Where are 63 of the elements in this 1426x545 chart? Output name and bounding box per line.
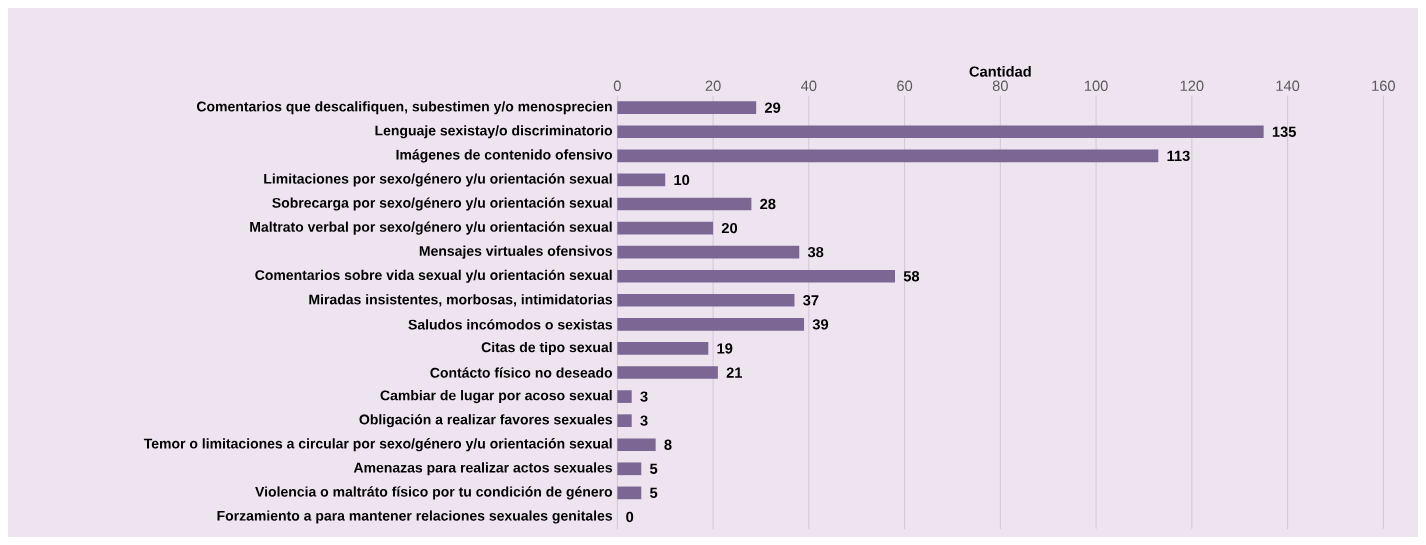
y-tick-label: Limitaciones por sexo/género y/u orientación sexual: [264, 173, 612, 187]
bar: [617, 101, 757, 115]
x-tick-label: 100: [1084, 80, 1108, 91]
data-label: 21: [726, 367, 743, 378]
y-tick-label: Comentarios que descalifiquen, subestimen y/o menosprecien: [196, 101, 612, 115]
data-label: 39: [812, 319, 829, 330]
y-tick-label: Citas de tipo sexual: [481, 341, 612, 355]
x-tick-label: 0: [613, 80, 621, 91]
x-tick-label: 80: [992, 80, 1008, 91]
data-label: 20: [721, 222, 738, 234]
bar: [617, 486, 642, 500]
bar: [617, 390, 632, 403]
y-tick-label: Mensajes virtuales ofensivos: [419, 245, 613, 259]
bar: [617, 149, 1159, 163]
y-tick-label: Maltrato verbal por sexo/género y/u orientación sexual: [250, 221, 612, 235]
x-tick-label: 160: [1372, 80, 1395, 91]
bar: [617, 293, 795, 307]
y-tick-label: Amenazas para realizar actos sexuales: [353, 462, 613, 476]
data-label: 37: [803, 295, 819, 306]
data-label: 113: [1167, 150, 1190, 162]
data-label: 28: [760, 198, 776, 210]
x-tick-label: 60: [897, 80, 913, 91]
data-label: 135: [1272, 126, 1296, 137]
y-tick-label: Lenguaje sexistay/o discriminatorio: [375, 125, 613, 139]
bar: [617, 438, 656, 452]
x-tick-label: 120: [1180, 80, 1204, 91]
y-tick-label: Miradas insistentes, morbosas, intimidatorias: [309, 294, 613, 307]
data-label: 10: [674, 174, 690, 186]
bar: [617, 414, 632, 427]
bar: [617, 366, 718, 379]
data-label: 3: [640, 391, 648, 402]
y-tick-label: Saludos incómodos o sexistas: [408, 319, 613, 330]
data-label: 5: [650, 463, 658, 474]
bar: [617, 173, 666, 187]
y-tick-label: Comentarios sobre vida sexual y/u orientación sexual: [255, 269, 612, 283]
data-label: 5: [650, 487, 658, 498]
bar: [617, 245, 800, 259]
bar: [617, 221, 714, 235]
data-label: 29: [764, 102, 781, 113]
y-tick-label: Sobrecarga por sexo/género y/u orientación sexual: [272, 197, 612, 211]
data-label: 58: [903, 271, 920, 282]
data-label: 38: [807, 246, 824, 258]
x-tick-label: 140: [1276, 80, 1300, 91]
bar: [617, 125, 1264, 139]
bar: [617, 318, 805, 331]
bar: [617, 342, 709, 355]
data-label: 19: [717, 343, 733, 354]
y-tick-label: Contácto físico no deseado: [430, 367, 613, 378]
y-tick-label: Cambiar de lugar por acoso sexual: [380, 390, 612, 404]
x-tick-label: 40: [801, 80, 817, 91]
data-label: 0: [626, 511, 634, 523]
y-tick-label: Obligación a realizar favores sexuales: [359, 414, 613, 428]
bar: [617, 197, 752, 211]
bar: [617, 462, 642, 476]
data-label: 3: [640, 415, 648, 426]
bar: [617, 269, 896, 283]
x-axis-title: Cantidad: [969, 65, 1031, 77]
data-label: 8: [664, 439, 672, 450]
y-tick-label: Violencia o maltráto físico por tu condición de género: [255, 486, 613, 500]
y-tick-label: Temor o limitaciones a circular por sexo/género y/u orientación sexual: [143, 438, 612, 452]
y-tick-label: Forzamiento a para mantener relaciones sexuales genitales: [217, 510, 613, 524]
y-tick-label: Imágenes de contenido ofensivo: [396, 149, 613, 163]
x-tick-label: 20: [705, 80, 721, 91]
